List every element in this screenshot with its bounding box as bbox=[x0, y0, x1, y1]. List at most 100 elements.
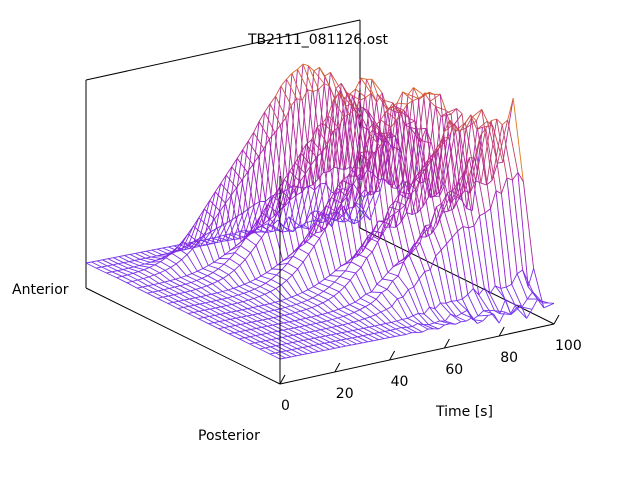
surface-line-position bbox=[178, 300, 190, 307]
surface-line-time bbox=[236, 149, 244, 159]
surface-line-time bbox=[118, 262, 124, 265]
surface-line-position bbox=[245, 322, 257, 329]
surface-line-position bbox=[222, 291, 233, 298]
surface-line-position bbox=[121, 275, 133, 282]
surface-line-position bbox=[375, 298, 387, 310]
surface-line-time bbox=[489, 285, 496, 295]
surface-line-time bbox=[389, 200, 396, 208]
surface-line-position bbox=[146, 250, 157, 257]
surface-line-position bbox=[211, 293, 222, 300]
surface-line-time bbox=[296, 292, 303, 296]
surface-line-position bbox=[273, 179, 285, 217]
surface-line-time bbox=[292, 248, 299, 257]
surface-line-time bbox=[363, 326, 370, 329]
surface-line-position bbox=[521, 306, 533, 310]
surface-line-position bbox=[259, 286, 271, 293]
surface-line-position bbox=[414, 225, 426, 245]
surface-line-position bbox=[323, 83, 335, 168]
surface-line-time bbox=[438, 324, 445, 330]
surface-line-position bbox=[270, 346, 281, 353]
surface-line-position bbox=[282, 255, 294, 262]
surface-line-position bbox=[231, 311, 242, 318]
surface-line-time bbox=[255, 334, 262, 337]
surface-line-time bbox=[305, 316, 312, 319]
surface-line-position bbox=[375, 314, 386, 324]
surface-line-time bbox=[322, 115, 329, 124]
surface-line-time bbox=[262, 318, 269, 321]
surface-line-time bbox=[368, 111, 375, 134]
surface-line-position bbox=[356, 253, 367, 259]
surface-line-time bbox=[338, 286, 346, 293]
surface-line-time bbox=[271, 229, 278, 233]
surface-line-position bbox=[410, 173, 422, 185]
surface-line-time bbox=[389, 336, 396, 338]
surface-line-position bbox=[457, 230, 469, 295]
surface-line-position bbox=[326, 320, 338, 327]
surface-line-position bbox=[223, 263, 235, 271]
surface-line-time bbox=[107, 264, 113, 267]
surface-line-position bbox=[107, 258, 119, 265]
surface-line-position bbox=[298, 333, 310, 340]
surface-line-position bbox=[353, 312, 365, 320]
surface-line-time bbox=[337, 116, 345, 128]
surface-line-time bbox=[415, 174, 422, 190]
surface-line-position bbox=[397, 102, 408, 105]
surface-line-time bbox=[225, 311, 232, 314]
surface-line-time bbox=[316, 122, 323, 128]
surface-line-time bbox=[320, 182, 326, 185]
surface-line-time bbox=[293, 225, 300, 232]
surface-line-time bbox=[152, 290, 159, 293]
surface-line-position bbox=[307, 346, 319, 352]
surface-line-time bbox=[298, 240, 305, 249]
surface-line-time bbox=[391, 298, 398, 307]
surface-line-time bbox=[335, 265, 342, 272]
surface-line-time bbox=[272, 323, 279, 326]
surface-line-position bbox=[290, 305, 302, 312]
surface-line-position bbox=[327, 312, 339, 319]
surface-line-position bbox=[402, 91, 414, 102]
surface-line-position bbox=[461, 113, 473, 211]
surface-line-time bbox=[346, 185, 353, 197]
surface-line-position bbox=[229, 326, 241, 333]
surface-line-position bbox=[366, 79, 378, 103]
surface-line-time bbox=[287, 334, 294, 337]
surface-line-time bbox=[240, 237, 247, 246]
surface-line-position bbox=[432, 158, 444, 213]
surface-line-time bbox=[330, 333, 337, 336]
surface-line-time bbox=[184, 290, 191, 293]
surface-line-position bbox=[364, 151, 375, 154]
surface-line-time bbox=[268, 132, 276, 140]
surface-line-position bbox=[517, 172, 529, 287]
surface-line-position bbox=[272, 221, 284, 262]
surface-line-position bbox=[116, 277, 128, 284]
surface-line-position bbox=[275, 96, 287, 119]
surface-line-time bbox=[444, 323, 451, 326]
surface-line-position bbox=[325, 328, 337, 335]
surface-line-position bbox=[264, 293, 276, 303]
surface-line-time bbox=[466, 317, 473, 322]
surface-line-time bbox=[275, 344, 282, 347]
surface-line-position bbox=[133, 266, 145, 271]
surface-line-position bbox=[357, 108, 369, 130]
surface-line-time bbox=[392, 102, 399, 114]
surface-line-time bbox=[369, 126, 376, 135]
surface-line-time bbox=[253, 121, 260, 133]
surface-line-position bbox=[147, 285, 159, 292]
surface-line-time bbox=[410, 188, 417, 195]
surface-line-position bbox=[214, 314, 226, 321]
surface-line-position bbox=[199, 303, 211, 310]
surface-line-position bbox=[273, 317, 284, 324]
surface-line-position bbox=[442, 189, 454, 213]
surface-line-time bbox=[238, 283, 245, 287]
surface-line-time bbox=[408, 286, 414, 291]
surface-line-time bbox=[324, 219, 331, 230]
surface-line-time bbox=[368, 152, 375, 162]
surface-line-position bbox=[198, 318, 209, 325]
surface-line-time bbox=[323, 348, 330, 351]
surface-line-time bbox=[308, 65, 315, 72]
surface-line-position bbox=[256, 220, 268, 230]
surface-line-time bbox=[471, 117, 478, 130]
surface-line-time bbox=[106, 271, 112, 274]
surface-line-position bbox=[391, 106, 403, 113]
